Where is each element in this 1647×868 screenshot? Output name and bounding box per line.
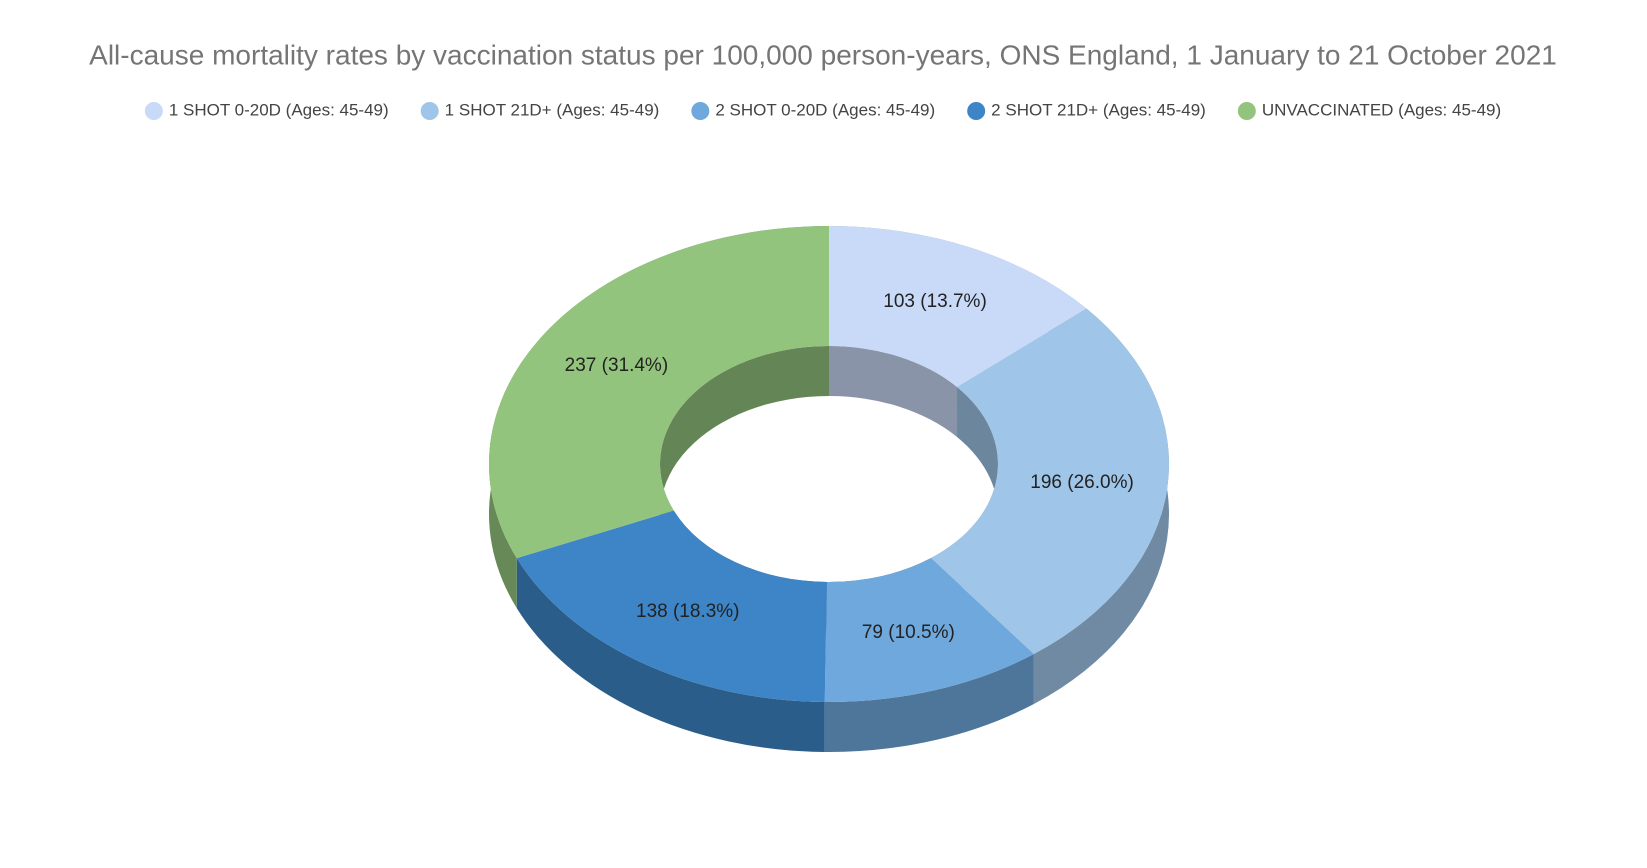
data-label: 103 (13.7%) [883, 291, 987, 312]
legend-label: 2 SHOT 0-20D (Ages: 45-49) [715, 100, 935, 119]
legend-label: UNVACCINATED (Ages: 45-49) [1262, 100, 1501, 119]
data-labels: 103 (13.7%) 196 (26.0%) 79 (10.5%) 138 (18.… [565, 291, 1134, 643]
legend-marker [967, 102, 986, 120]
chart-title: All-cause mortality rates by vaccination… [89, 39, 1557, 70]
legend-label: 2 SHOT 21D+ (Ages: 45-49) [991, 100, 1206, 119]
legend-marker [691, 102, 710, 120]
slice [930, 308, 1169, 654]
data-label: 138 (18.3%) [636, 601, 740, 622]
data-label: 237 (31.4%) [565, 355, 669, 376]
outer-wall [516, 558, 825, 752]
slice [829, 226, 1087, 387]
outer-wall [824, 653, 1034, 752]
legend-marker [420, 102, 439, 120]
slice [824, 558, 1034, 702]
legend-marker [144, 102, 163, 120]
slices [489, 226, 1169, 702]
legend: 1 SHOT 0-20D (Ages: 45-49) 1 SHOT 21D+ (A… [144, 100, 1501, 120]
slice [489, 226, 829, 559]
inner-wall [829, 346, 958, 437]
legend-label: 1 SHOT 0-20D (Ages: 45-49) [169, 100, 389, 119]
inner-wall [660, 346, 829, 561]
data-label: 196 (26.0%) [1030, 472, 1134, 493]
data-label: 79 (10.5%) [862, 622, 955, 643]
slice [516, 510, 827, 702]
legend-marker [1237, 102, 1256, 120]
legend-label: 1 SHOT 21D+ (Ages: 45-49) [445, 100, 660, 119]
